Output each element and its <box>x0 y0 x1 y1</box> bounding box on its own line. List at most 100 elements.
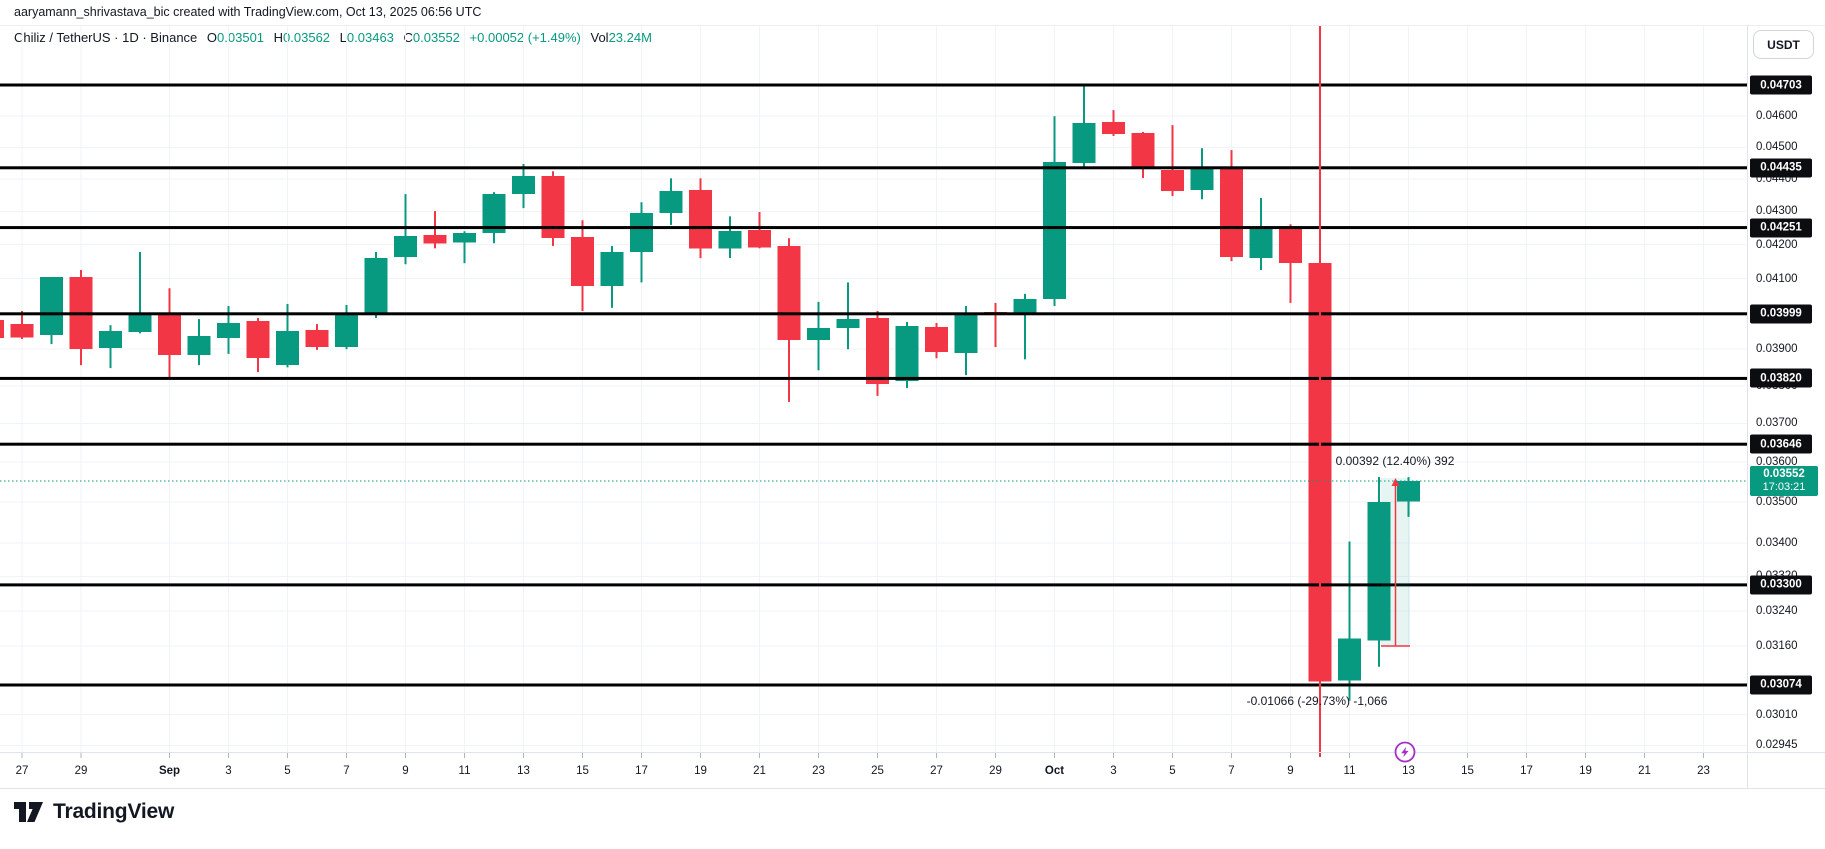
candle-sep-30[interactable] <box>1013 293 1037 360</box>
candle-oct-11[interactable] <box>1338 541 1361 701</box>
candle-oct-5[interactable] <box>1161 125 1184 197</box>
candle-oct-9[interactable] <box>1279 224 1302 303</box>
candle-sep-5[interactable] <box>276 303 299 368</box>
candle-sep-23[interactable] <box>807 301 830 371</box>
candle-aug-27[interactable] <box>10 310 34 340</box>
loss-measurement-label[interactable]: -0.01066 (-29.73%) -1,066 <box>1246 694 1388 708</box>
candle-sep-8[interactable] <box>364 252 388 319</box>
candle-aug-28[interactable] <box>40 277 63 345</box>
candle-wick <box>434 211 436 249</box>
support-resistance-line[interactable] <box>0 583 1747 587</box>
candle-body <box>630 213 653 253</box>
candle-sep-13[interactable] <box>512 163 535 209</box>
support-resistance-line[interactable] <box>0 376 1747 380</box>
price-tick-label: 0.04100 <box>1756 272 1798 285</box>
low-label: L <box>339 30 347 45</box>
candle-sep-17[interactable] <box>630 202 653 283</box>
candle-sep-4[interactable] <box>246 318 270 373</box>
attribution-text: aaryamann_shrivastava_bic created with T… <box>14 5 482 19</box>
price-axis-border <box>1747 25 1748 788</box>
candle-body <box>1367 501 1391 641</box>
candle-sep-18[interactable] <box>659 178 683 225</box>
candle-sep-10[interactable] <box>423 211 447 249</box>
bar-countdown-timer: 17:03:21 <box>1762 481 1806 494</box>
support-resistance-line[interactable] <box>0 312 1747 316</box>
candle-body <box>807 327 830 341</box>
candle-body <box>836 319 860 328</box>
candle-sep-21[interactable] <box>748 212 771 249</box>
price-tick-label: 0.03160 <box>1756 640 1798 653</box>
candle-sep-19[interactable] <box>689 178 712 259</box>
symbol-legend[interactable]: Chiliz / TetherUS · 1D · Binance O0.0350… <box>14 30 658 45</box>
candle-aug-29[interactable] <box>69 270 93 366</box>
candle-oct-13[interactable] <box>1397 477 1420 517</box>
candle-sep-22[interactable] <box>777 238 801 402</box>
candle-oct-6[interactable] <box>1190 148 1214 200</box>
candle-sep-11[interactable] <box>453 231 476 264</box>
candle-sep-15[interactable] <box>571 220 594 311</box>
candle-sep-20[interactable] <box>718 216 742 259</box>
candle-wick <box>847 282 849 350</box>
date-label: 19 <box>694 765 707 777</box>
candle-sep-28[interactable] <box>954 306 978 376</box>
date-label: 3 <box>225 765 232 777</box>
price-tick-label: 0.03700 <box>1756 417 1798 430</box>
candle-oct-7[interactable] <box>1220 150 1243 262</box>
candle-sep-14[interactable] <box>541 171 565 246</box>
date-label: 9 <box>1287 765 1294 777</box>
candle-aug-31[interactable] <box>128 252 152 334</box>
currency-toggle-button[interactable]: USDT <box>1753 30 1814 59</box>
support-resistance-line[interactable] <box>0 442 1747 446</box>
lightning-event-icon[interactable] <box>1394 741 1416 763</box>
support-resistance-line[interactable] <box>0 166 1747 170</box>
date-label: 27 <box>15 765 29 777</box>
candle-wick <box>463 231 466 264</box>
candle-oct-3[interactable] <box>1102 110 1125 137</box>
date-label: 17 <box>1520 765 1533 777</box>
candle-sep-27[interactable] <box>925 323 948 359</box>
candle-body <box>777 245 801 341</box>
candle-sep-12[interactable] <box>482 192 506 244</box>
candle-sep-26[interactable] <box>895 321 919 389</box>
support-resistance-line[interactable] <box>0 226 1747 230</box>
level-price-badge: 0.03300 <box>1750 575 1812 595</box>
tradingview-logo[interactable]: TradingView <box>14 800 174 824</box>
candle-sep-9[interactable] <box>394 194 417 265</box>
candle-wick <box>1348 541 1351 701</box>
price-tick-label: 0.04200 <box>1756 238 1798 251</box>
candle-sep-24[interactable] <box>836 282 860 350</box>
candle-aug-26[interactable] <box>0 319 4 339</box>
candle-sep-3[interactable] <box>217 306 240 354</box>
header-divider <box>0 25 1825 26</box>
candle-wick <box>404 194 407 265</box>
candle-sep-2[interactable] <box>187 319 211 366</box>
candle-aug-30[interactable] <box>99 325 122 369</box>
candle-sep-1[interactable] <box>158 288 181 379</box>
vertical-line-drawing[interactable] <box>1319 25 1321 757</box>
candle-oct-2[interactable] <box>1072 85 1096 170</box>
price-tick-label: 0.04600 <box>1756 110 1798 123</box>
candle-oct-1[interactable] <box>1043 116 1066 307</box>
candle-sep-7[interactable] <box>335 305 358 350</box>
candle-wick <box>994 302 997 348</box>
support-resistance-line[interactable] <box>0 83 1747 87</box>
candle-oct-4[interactable] <box>1131 131 1155 179</box>
candle-body <box>689 190 712 249</box>
date-label: 5 <box>1169 765 1176 777</box>
time-axis-border <box>0 752 1825 753</box>
date-label: 11 <box>458 765 471 777</box>
support-resistance-line[interactable] <box>0 683 1747 687</box>
candle-body <box>748 230 771 248</box>
candle-wick <box>1024 293 1026 360</box>
candle-body <box>335 312 358 348</box>
candle-sep-25[interactable] <box>866 310 889 396</box>
candle-oct-8[interactable] <box>1249 198 1273 271</box>
candle-sep-29[interactable] <box>984 302 1007 348</box>
candle-sep-6[interactable] <box>305 324 329 350</box>
candle-oct-12[interactable] <box>1367 477 1391 667</box>
chart-pane[interactable] <box>0 25 1747 752</box>
candle-sep-16[interactable] <box>600 245 624 308</box>
gain-measurement-label[interactable]: 0.00392 (12.40%) 392 <box>1335 454 1455 468</box>
high-label: H <box>273 30 284 45</box>
